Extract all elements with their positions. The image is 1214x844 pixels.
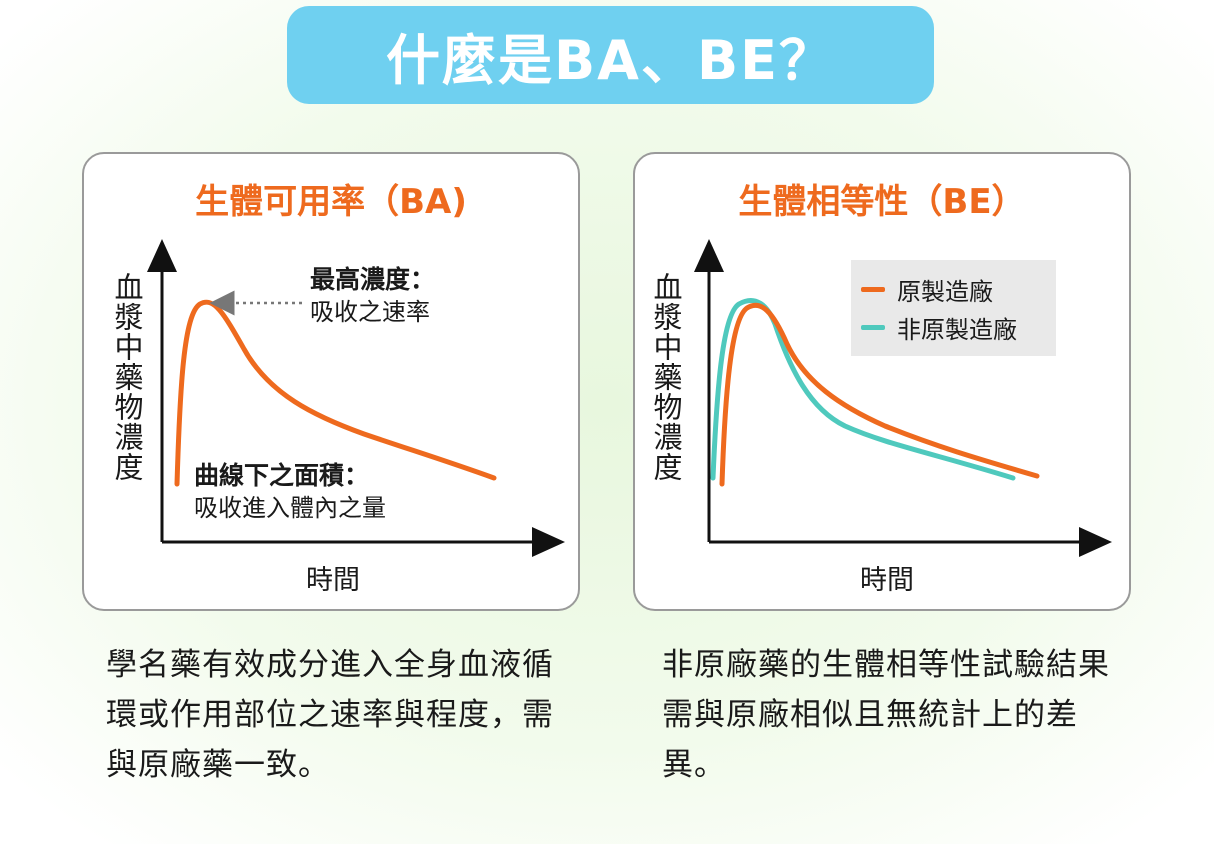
non-original-manufacturer-curve — [710, 298, 1016, 481]
be-legend: 原製造廠 非原製造廠 — [851, 260, 1056, 356]
orange-line-swatch — [861, 286, 885, 292]
teal-line-swatch — [861, 324, 885, 330]
auc-heading: 曲線下之面積： — [194, 461, 370, 490]
be-x-axis-label: 時間 — [860, 565, 914, 596]
ba-panel-title: 生體可用率（BA) — [195, 182, 467, 222]
title-banner: 什麼是BA、BE？ — [287, 6, 934, 104]
be-panel-title: 生體相等性（BE） — [738, 182, 1026, 222]
auc-description: 吸收進入體內之量 — [194, 494, 386, 522]
be-caption: 非原廠藥的生體相等性試驗結果需與原廠相似且無統計上的差異。 — [662, 647, 1110, 783]
be-curve-plot — [694, 239, 1112, 557]
auc-annotation: 曲線下之面積： 吸收進入體內之量 — [194, 460, 386, 524]
original-manufacturer-curve — [719, 302, 1040, 487]
be-y-axis-label: 血漿中藥物濃度 — [649, 272, 683, 482]
peak-heading: 最高濃度： — [310, 265, 436, 294]
be-panel: 生體相等性（BE） 血漿中藥物濃度 原製造廠 非原製造廠 時間 — [633, 152, 1131, 611]
ba-y-axis-label: 血漿中藥物濃度 — [110, 272, 144, 482]
legend-label-original: 原製造廠 — [897, 277, 993, 306]
legend-item-original: 原製造廠 — [861, 270, 1056, 308]
ba-x-axis-label: 時間 — [306, 565, 360, 596]
ba-curve-plot — [147, 239, 565, 557]
ba-caption: 學名藥有效成分進入全身血液循環或作用部位之速率與程度，需與原廠藥一致。 — [106, 647, 554, 783]
ba-panel: 生體可用率（BA) 血漿中藥物濃度 最高濃度： 吸收之速率 曲線下之面積： 吸收… — [82, 152, 580, 611]
page-title: 什麼是BA、BE？ — [386, 28, 835, 92]
legend-item-non-original: 非原製造廠 — [861, 308, 1056, 346]
peak-annotation: 最高濃度： 吸收之速率 — [310, 264, 435, 328]
peak-description: 吸收之速率 — [310, 298, 430, 326]
legend-label-non-original: 非原製造廠 — [897, 315, 1017, 344]
ba-concentration-curve — [174, 299, 497, 487]
